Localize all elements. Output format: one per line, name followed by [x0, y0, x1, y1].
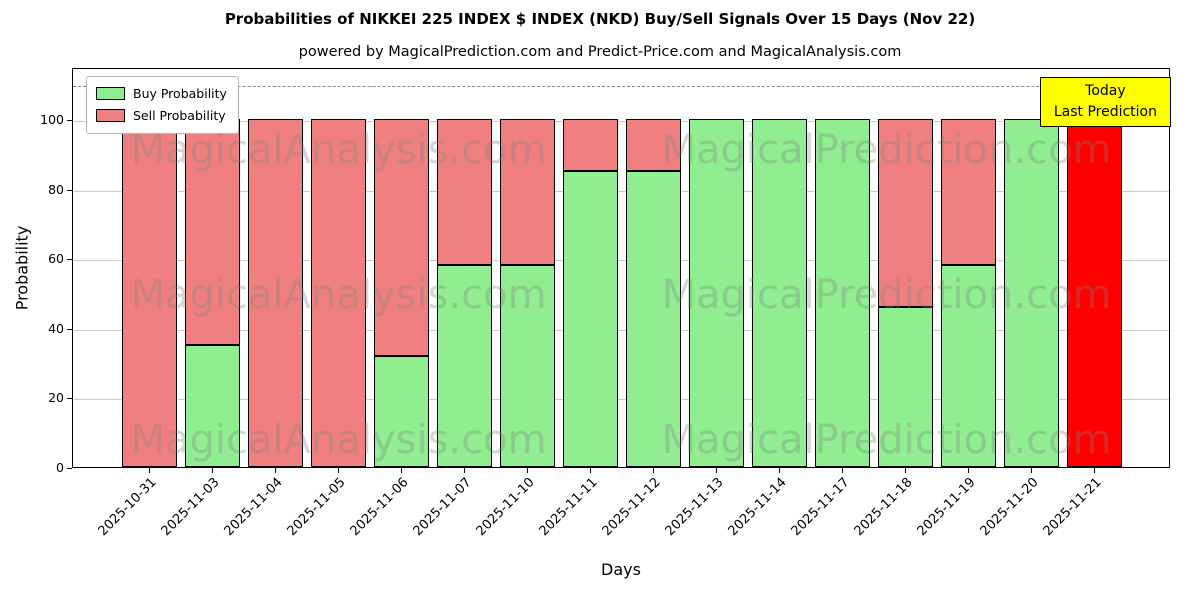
gridline — [73, 329, 1169, 331]
bar-segment-buy — [1004, 119, 1059, 467]
x-tick-mark — [526, 468, 528, 473]
legend-label-sell: Sell Probability — [133, 107, 226, 123]
y-tick-label: 60 — [48, 251, 64, 267]
bar-segment-sell — [185, 119, 240, 346]
y-tick-mark — [67, 328, 72, 330]
x-tick-mark — [274, 468, 276, 473]
x-tick-mark — [211, 468, 213, 473]
x-tick-mark — [337, 468, 339, 473]
bar-segment-buy — [437, 265, 492, 467]
bar-segment-sell — [563, 119, 618, 172]
y-tick-mark — [67, 259, 72, 261]
bar-segment-buy — [563, 171, 618, 467]
bar-segment-sell — [122, 119, 177, 467]
y-tick-label: 80 — [48, 181, 64, 197]
x-tick-mark — [652, 468, 654, 473]
y-tick-mark — [67, 120, 72, 122]
bar-segment-sell — [311, 119, 366, 467]
x-axis-label: Days — [601, 560, 641, 579]
bar-segment-buy — [878, 307, 933, 467]
bar-segment-buy — [626, 171, 681, 467]
bar-segment-special — [1067, 119, 1122, 467]
bar-segment-buy — [185, 345, 240, 467]
bar-segment-sell — [941, 119, 996, 266]
x-tick-mark — [967, 468, 969, 473]
x-tick-mark — [1093, 468, 1095, 473]
legend-patch-buy-icon — [96, 87, 125, 101]
gridline — [73, 190, 1169, 192]
y-tick-label: 100 — [40, 112, 64, 128]
bar-segment-buy — [500, 265, 555, 467]
bar-segment-buy — [941, 265, 996, 467]
x-tick-mark — [400, 468, 402, 473]
bar-segment-sell — [878, 119, 933, 307]
x-tick-mark — [778, 468, 780, 473]
gridline — [73, 121, 1169, 123]
plot-area: MagicalAnalysis.com MagicalPrediction.com… — [72, 68, 1171, 468]
bar-segment-buy — [815, 119, 870, 467]
y-tick-label: 0 — [56, 460, 64, 475]
chart-title: Probabilities of NIKKEI 225 INDEX $ INDE… — [224, 10, 976, 28]
bar-segment-buy — [374, 355, 429, 467]
gridline — [73, 399, 1169, 401]
bar-segment-sell — [437, 119, 492, 266]
bar-segment-sell — [374, 119, 429, 356]
gridline — [73, 260, 1169, 262]
y-tick-mark — [67, 468, 72, 469]
threshold-dashed-line — [73, 86, 1169, 88]
y-axis-label: Probability — [12, 225, 32, 311]
today-annotation-line1: Today — [1085, 83, 1126, 99]
legend-item-buy: Buy Probability — [96, 83, 227, 105]
legend: Buy Probability Sell Probability — [86, 76, 239, 134]
x-tick-mark — [148, 468, 150, 473]
legend-label-buy: Buy Probability — [133, 86, 227, 101]
bar-segment-buy — [689, 119, 744, 467]
chart-subtitle: powered by MagicalPrediction.com and Pre… — [298, 44, 902, 60]
y-tick-mark — [67, 398, 72, 400]
x-tick-mark — [463, 468, 465, 473]
bar-segment-sell — [248, 119, 303, 467]
bar-segment-sell — [626, 119, 681, 172]
legend-item-sell: Sell Probability — [96, 105, 227, 127]
today-annotation-line2: Last Prediction — [1053, 104, 1157, 120]
x-tick-mark — [589, 468, 591, 473]
bar-segment-sell — [500, 119, 555, 266]
x-tick-mark — [715, 468, 717, 473]
x-tick-mark — [841, 468, 843, 473]
legend-patch-sell-icon — [96, 109, 125, 123]
x-tick-mark — [904, 468, 906, 473]
y-tick-mark — [67, 189, 72, 191]
bar-segment-buy — [752, 119, 807, 467]
y-tick-label: 40 — [48, 320, 64, 336]
y-tick-label: 20 — [48, 390, 64, 406]
today-annotation: Today Last Prediction — [1039, 77, 1171, 127]
x-tick-mark — [1030, 468, 1032, 473]
